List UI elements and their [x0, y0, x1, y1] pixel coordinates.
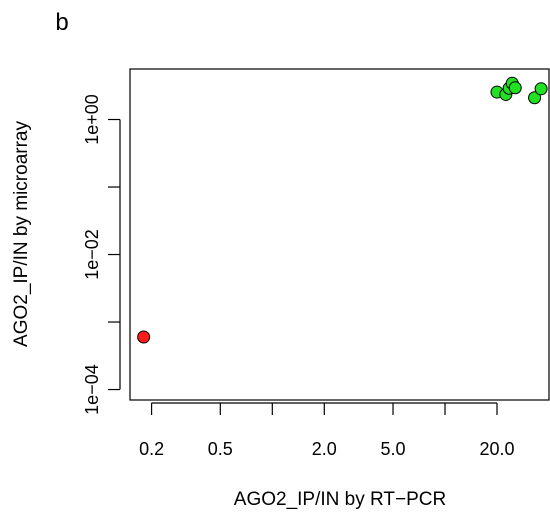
x-tick-label: 5.0	[381, 439, 406, 459]
y-tick-label: 1e+00	[82, 94, 102, 145]
data-point	[528, 91, 542, 105]
x-tick-label: 2.0	[312, 439, 337, 459]
data-points	[137, 76, 548, 344]
data-point	[508, 81, 522, 95]
x-axis-label: AGO2_IP/IN by RT−PCR	[234, 489, 446, 510]
plot-frame	[129, 68, 550, 401]
x-tick-label: 20.0	[479, 439, 514, 459]
x-tick-label: 0.2	[139, 439, 164, 459]
y-axis-label: AGO2_IP/IN by microarray	[11, 121, 32, 347]
y-axis: 1e−04 1e−02 1e+00	[82, 94, 121, 415]
y-tick-label: 1e−02	[82, 229, 102, 280]
x-tick-label: 0.5	[208, 439, 233, 459]
panel-label: b	[55, 9, 68, 36]
y-tick-label: 1e−04	[82, 364, 102, 415]
data-point	[137, 330, 151, 344]
data-point	[534, 82, 548, 96]
x-axis: 0.2 0.5 2.0 5.0 20.0	[139, 402, 515, 459]
